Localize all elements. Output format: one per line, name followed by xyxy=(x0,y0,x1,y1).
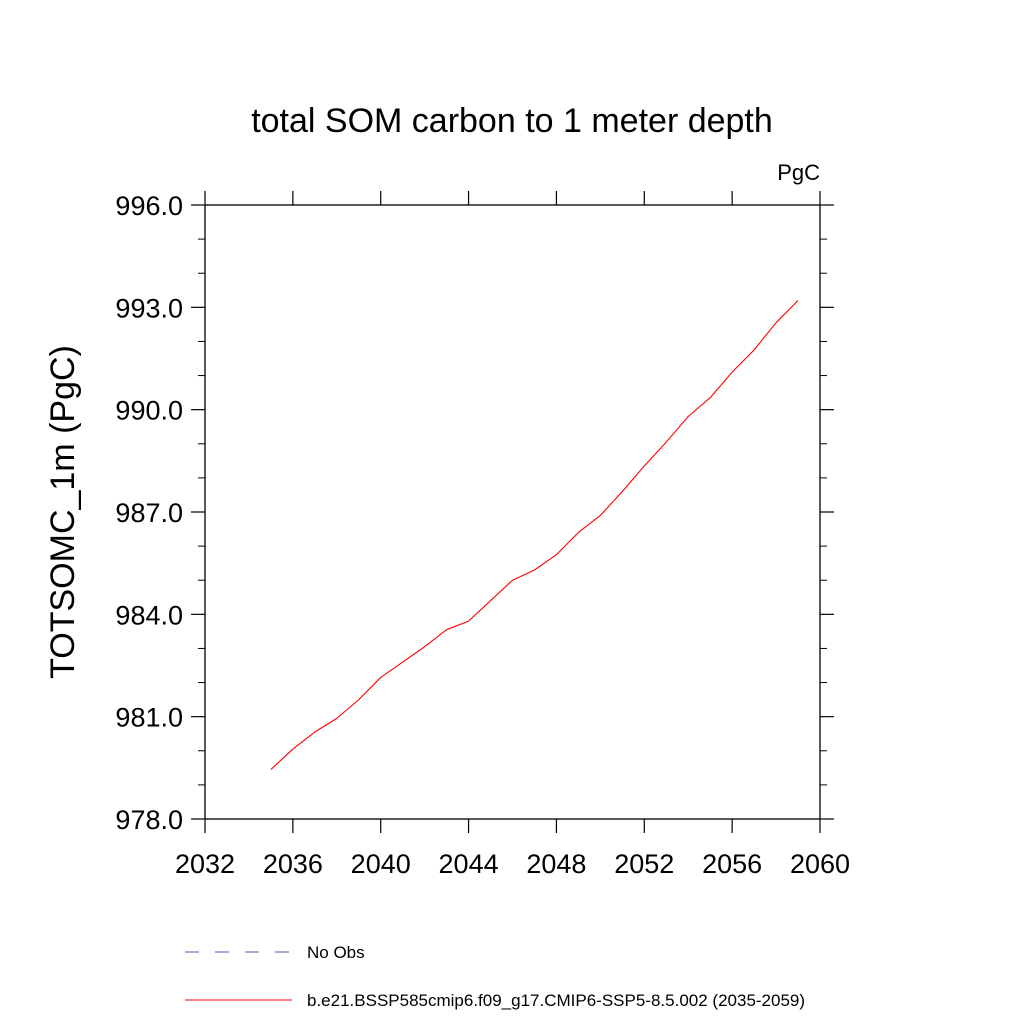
series-line-0 xyxy=(270,300,799,770)
series-lines xyxy=(270,300,799,770)
y-tick-label: 984.0 xyxy=(115,600,183,630)
x-tick-label: 2032 xyxy=(175,849,235,879)
y-axis-label: TOTSOMC_1m (PgC) xyxy=(44,345,82,679)
x-tick-label: 2048 xyxy=(526,849,586,879)
axis-ticks xyxy=(191,191,834,833)
units-label: PgC xyxy=(777,160,820,185)
x-tick-labels: 2032 2036 2040 2044 2048 2052 2056 2060 xyxy=(175,849,850,879)
y-tick-labels: 978.0 981.0 984.0 987.0 990.0 993.0 996.0 xyxy=(115,191,183,835)
y-tick-label: 981.0 xyxy=(115,703,183,733)
legend: No Obs b.e21.BSSP585cmip6.f09_g17.CMIP6-… xyxy=(185,943,805,1010)
x-tick-label: 2044 xyxy=(439,849,499,879)
x-tick-label: 2036 xyxy=(263,849,323,879)
y-tick-label: 996.0 xyxy=(115,191,183,221)
x-tick-label: 2060 xyxy=(790,849,850,879)
plot-frame xyxy=(204,204,821,820)
x-tick-label: 2040 xyxy=(351,849,411,879)
x-tick-label: 2056 xyxy=(702,849,762,879)
y-tick-label: 993.0 xyxy=(115,293,183,323)
chart-title: total SOM carbon to 1 meter depth xyxy=(251,102,773,140)
y-tick-label: 990.0 xyxy=(115,396,183,426)
y-tick-label: 978.0 xyxy=(115,805,183,835)
y-tick-label: 987.0 xyxy=(115,498,183,528)
legend-label-no-obs: No Obs xyxy=(307,943,365,962)
legend-label-model: b.e21.BSSP585cmip6.f09_g17.CMIP6-SSP5-8.… xyxy=(307,991,805,1010)
x-tick-label: 2052 xyxy=(614,849,674,879)
